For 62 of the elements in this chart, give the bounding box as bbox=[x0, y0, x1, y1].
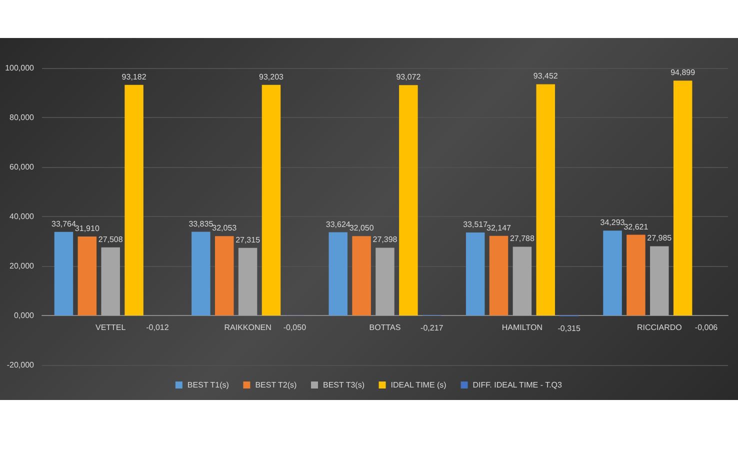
y-tick-label: 20,000 bbox=[10, 262, 35, 270]
data-label: 31,910 bbox=[74, 224, 100, 234]
bar bbox=[352, 236, 371, 316]
bar bbox=[626, 234, 646, 316]
x-tick-label: BOTTAS bbox=[369, 323, 401, 332]
bar bbox=[328, 232, 348, 316]
data-label: -0,012 bbox=[146, 323, 170, 332]
data-label: 32,147 bbox=[486, 223, 512, 232]
data-label: 93,203 bbox=[259, 72, 284, 82]
legend-label: BEST T3(s) bbox=[322, 380, 365, 390]
data-label: 33,624 bbox=[326, 220, 351, 229]
data-label: 33,835 bbox=[188, 219, 214, 228]
bar bbox=[536, 84, 556, 316]
y-tick-label: 80,000 bbox=[10, 113, 35, 122]
data-label: -0,050 bbox=[283, 323, 307, 332]
y-tick-label: -20,000 bbox=[6, 360, 35, 370]
data-label: -0,217 bbox=[420, 324, 444, 333]
bar bbox=[603, 230, 622, 316]
y-tick-label: 0,000 bbox=[14, 311, 35, 320]
bar bbox=[489, 236, 508, 316]
data-label: 32,050 bbox=[349, 224, 374, 233]
data-label: 27,985 bbox=[647, 234, 672, 243]
bar bbox=[101, 247, 120, 316]
y-tick-label: 100,000 bbox=[5, 64, 35, 72]
bar bbox=[54, 232, 74, 316]
data-label: 33,764 bbox=[51, 219, 77, 228]
bar bbox=[376, 248, 394, 316]
y-tick-label: 60,000 bbox=[10, 162, 35, 172]
data-label: 27,788 bbox=[510, 234, 535, 244]
data-label: 27,398 bbox=[372, 235, 398, 244]
bar bbox=[512, 246, 532, 316]
data-label: -0,315 bbox=[558, 324, 581, 333]
x-tick-label: RAIKKONEN bbox=[224, 323, 272, 332]
data-label: 32,621 bbox=[624, 222, 649, 232]
legend-label: BEST T2(s) bbox=[255, 380, 298, 390]
bar bbox=[124, 84, 144, 316]
data-label: 33,517 bbox=[463, 220, 488, 230]
data-label: 94,899 bbox=[670, 68, 696, 78]
data-label: 93,072 bbox=[396, 72, 422, 82]
data-label: 93,452 bbox=[533, 72, 558, 81]
bar bbox=[673, 80, 692, 316]
legend-label: DIFF. IDEAL TIME - T.Q3 bbox=[472, 380, 563, 390]
data-label: 93,182 bbox=[122, 72, 147, 82]
data-label: -0,006 bbox=[694, 323, 718, 332]
legend-label: BEST T1(s) bbox=[187, 380, 230, 390]
bar bbox=[399, 85, 418, 316]
bar bbox=[78, 236, 97, 316]
x-tick-label: HAMILTON bbox=[502, 323, 543, 332]
data-label: 27,315 bbox=[236, 235, 261, 244]
bar bbox=[650, 246, 669, 316]
x-tick-label: VETTEL bbox=[95, 323, 126, 332]
bar bbox=[238, 248, 258, 316]
bar bbox=[214, 236, 234, 316]
data-label: 34,293 bbox=[600, 218, 626, 228]
bar bbox=[466, 232, 485, 316]
data-label: 27,508 bbox=[98, 234, 124, 244]
legend-label: IDEAL TIME (s) bbox=[390, 380, 447, 390]
x-tick-label: RICCIARDO bbox=[636, 323, 682, 332]
bar bbox=[192, 232, 210, 316]
bar bbox=[262, 84, 281, 316]
y-tick-label: 40,000 bbox=[10, 212, 35, 221]
data-label: 32,053 bbox=[212, 224, 238, 233]
